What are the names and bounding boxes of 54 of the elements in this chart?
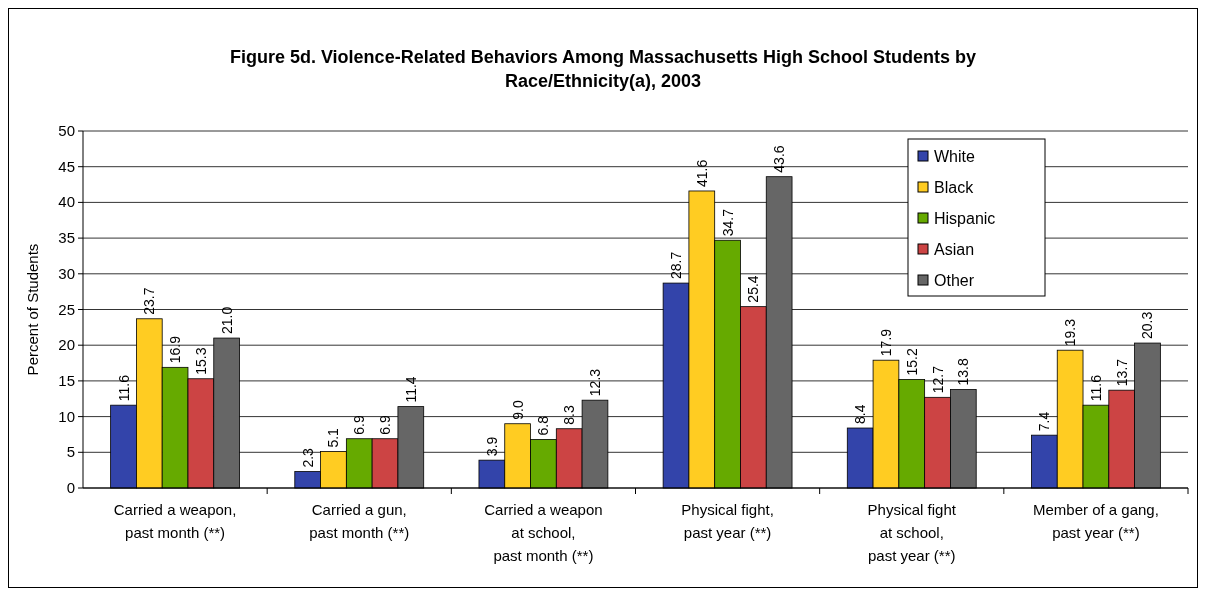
data-label: 34.7 — [719, 208, 736, 237]
data-label: 7.4 — [1036, 411, 1053, 432]
data-label: 11.4 — [402, 376, 419, 403]
y-tick-label: 0 — [66, 479, 75, 496]
data-label: 11.6 — [115, 374, 132, 402]
data-label: 3.9 — [483, 436, 500, 457]
data-label: 15.3 — [192, 347, 209, 375]
y-tick-label: 25 — [58, 300, 75, 318]
y-tick-label: 50 — [58, 122, 75, 139]
x-tick-label: Physical fight, past year (**) — [681, 501, 774, 541]
data-label: 11.6 — [1087, 374, 1104, 402]
data-label: 16.9 — [167, 335, 184, 364]
data-label: 8.3 — [561, 405, 578, 425]
x-tick-label: Member of a gang, past year (**) — [1032, 501, 1159, 541]
data-label: 21.0 — [218, 306, 235, 335]
x-tick-label: Physical fight at school, past year (**) — [867, 501, 957, 564]
data-label: 12.7 — [929, 365, 946, 394]
data-label: 5.1 — [325, 427, 342, 448]
data-label: 2.3 — [299, 447, 316, 468]
data-label: 12.3 — [586, 368, 603, 397]
y-tick-label: 10 — [58, 407, 75, 425]
data-label: 23.7 — [141, 287, 158, 315]
legend-label: Hispanic — [934, 210, 996, 227]
data-label: 6.9 — [377, 415, 394, 435]
y-tick-label: 40 — [58, 193, 75, 211]
data-label: 25.4 — [745, 275, 762, 303]
data-label: 43.6 — [771, 145, 788, 173]
y-tick-label: 35 — [58, 229, 75, 247]
x-tick-label: Carried a gun, past month (**) — [309, 501, 410, 541]
x-tick-label: Carried a weapon, past month (**) — [113, 501, 237, 541]
data-label: 13.7 — [1113, 358, 1130, 387]
y-tick-label: 45 — [58, 157, 75, 175]
data-label: 13.8 — [955, 358, 972, 386]
legend-label: Other — [934, 272, 975, 289]
data-label: 9.0 — [509, 400, 526, 420]
legend-label: Black — [934, 179, 975, 196]
legend-label: White — [934, 148, 975, 165]
legend-label: Asian — [934, 241, 975, 258]
data-label: 17.9 — [877, 328, 894, 357]
data-label: 20.3 — [1139, 311, 1156, 340]
x-tick-label: Carried a weapon at school, past month (**) — [484, 501, 603, 564]
y-tick-label: 5 — [66, 443, 75, 461]
data-label: 8.4 — [852, 404, 869, 425]
chart-title: Figure 5d. Violence-Related Behaviors Among Massachusetts High School Students by Race/Ethnicity(a), 2003 — [229, 47, 977, 91]
data-label: 15.2 — [903, 348, 920, 376]
data-label: 19.3 — [1062, 318, 1079, 347]
data-label: 41.6 — [693, 159, 710, 187]
data-label: 6.8 — [535, 415, 552, 436]
y-tick-label: 30 — [58, 264, 75, 282]
y-axis-title: Percent of Students — [24, 243, 41, 376]
y-tick-label: 20 — [58, 336, 75, 354]
y-tick-label: 15 — [58, 371, 75, 389]
data-label: 28.7 — [668, 251, 685, 280]
data-label: 6.9 — [351, 415, 368, 435]
